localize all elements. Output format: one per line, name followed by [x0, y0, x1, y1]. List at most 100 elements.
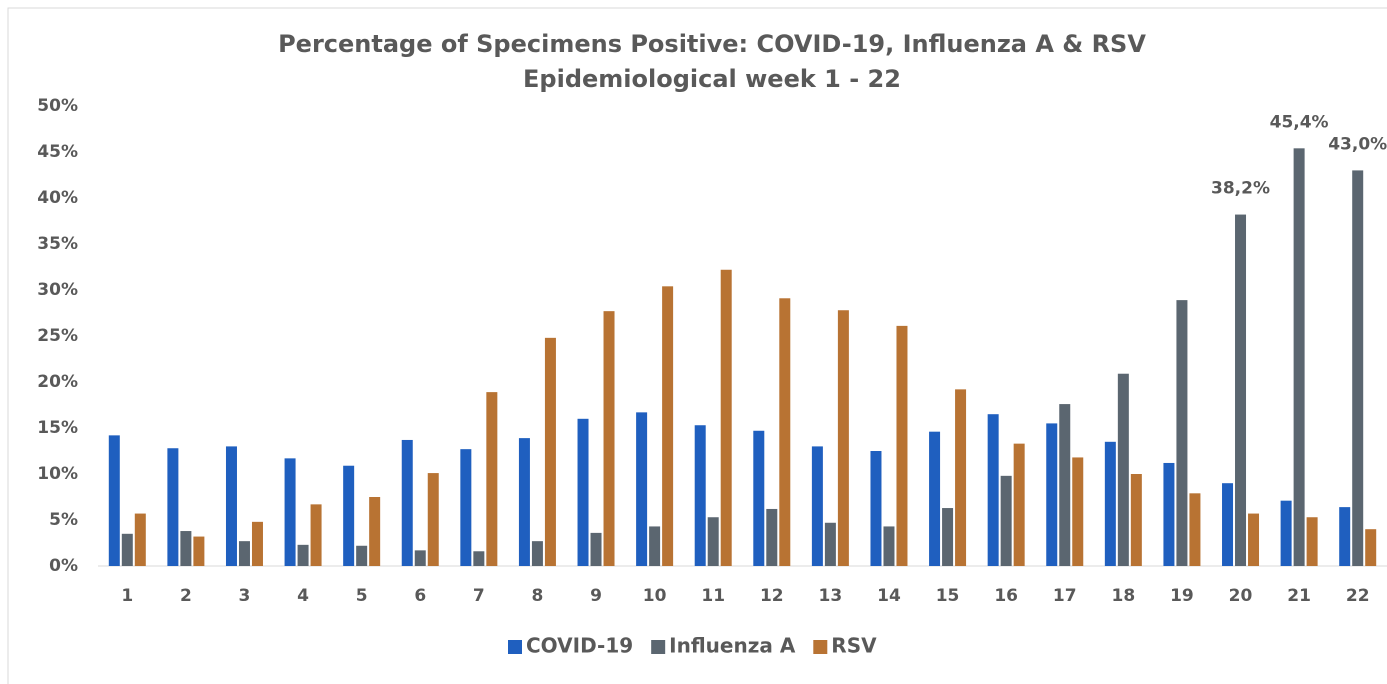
bar — [486, 392, 498, 566]
bar — [1293, 148, 1305, 566]
y-tick-label: 5% — [49, 510, 78, 530]
bar — [636, 412, 648, 566]
bar — [870, 451, 882, 566]
bar — [167, 448, 179, 566]
bar — [1222, 483, 1234, 566]
bar — [753, 430, 765, 566]
x-tick-label: 14 — [877, 586, 901, 606]
bar — [1339, 507, 1351, 566]
bar — [1163, 462, 1175, 566]
bar — [193, 536, 205, 566]
bar — [134, 513, 146, 566]
bar — [460, 449, 472, 566]
bar — [1176, 300, 1188, 566]
bar — [1189, 493, 1201, 566]
bar — [896, 325, 908, 566]
bar — [987, 414, 999, 566]
bar — [180, 531, 192, 566]
bar — [1235, 214, 1247, 566]
chart-frame — [7, 7, 1387, 684]
x-tick-label: 5 — [356, 586, 368, 606]
x-tick-label: 6 — [414, 586, 426, 606]
bar — [284, 458, 296, 566]
y-tick-label: 45% — [37, 142, 78, 162]
chart-title: Percentage of Specimens Positive: COVID-… — [278, 30, 1146, 58]
legend-label: COVID-19 — [526, 634, 633, 658]
x-tick-label: 9 — [590, 586, 602, 606]
y-tick-label: 40% — [37, 188, 78, 208]
legend-label: RSV — [831, 634, 877, 658]
y-tick-label: 25% — [37, 326, 78, 346]
bar — [1130, 474, 1142, 566]
bar — [1365, 529, 1377, 566]
bar — [720, 269, 732, 566]
bar — [824, 522, 836, 566]
y-tick-label: 20% — [37, 372, 78, 392]
data-label: 43,0% — [1328, 134, 1387, 154]
bar — [811, 446, 823, 566]
x-tick-label: 10 — [643, 586, 667, 606]
x-tick-label: 18 — [1112, 586, 1136, 606]
x-tick-label: 11 — [701, 586, 725, 606]
bar — [1352, 170, 1364, 566]
x-tick-label: 15 — [936, 586, 960, 606]
bar — [518, 438, 530, 566]
y-tick-label: 15% — [37, 418, 78, 438]
bar — [1117, 373, 1129, 566]
bar — [531, 541, 543, 566]
bar — [1000, 475, 1012, 566]
bar — [1104, 441, 1116, 566]
bar — [473, 551, 485, 566]
bar — [238, 541, 250, 566]
bar — [1013, 443, 1025, 566]
bar — [310, 504, 322, 566]
x-tick-label: 20 — [1229, 586, 1253, 606]
data-label: 45,4% — [1270, 112, 1329, 132]
x-tick-label: 8 — [532, 586, 544, 606]
chart-subtitle: Epidemiological week 1 - 22 — [523, 65, 901, 93]
bar — [883, 526, 895, 566]
bar — [401, 439, 413, 566]
x-tick-label: 1 — [121, 586, 133, 606]
y-tick-label: 10% — [37, 464, 78, 484]
bar — [662, 286, 674, 566]
x-tick-label: 22 — [1346, 586, 1370, 606]
bar — [1059, 404, 1071, 566]
bar — [108, 435, 120, 566]
bar — [929, 431, 941, 566]
x-tick-label: 12 — [760, 586, 784, 606]
legend-label: Influenza A — [669, 634, 796, 658]
legend-swatch — [651, 640, 666, 654]
bar — [369, 497, 381, 566]
y-tick-label: 0% — [49, 556, 78, 576]
bar — [225, 446, 237, 566]
bar — [1046, 423, 1058, 566]
bar — [837, 310, 849, 566]
y-tick-label: 50% — [37, 96, 78, 116]
bar — [427, 473, 439, 566]
x-tick-label: 19 — [1170, 586, 1194, 606]
bar — [1072, 457, 1084, 566]
x-tick-label: 7 — [473, 586, 485, 606]
bar — [297, 544, 309, 566]
bar — [343, 465, 355, 566]
bar — [649, 526, 661, 566]
bar — [356, 545, 368, 566]
bar — [414, 550, 426, 566]
x-tick-label: 17 — [1053, 586, 1077, 606]
bar — [779, 298, 791, 566]
bar — [590, 532, 602, 566]
bar — [1248, 513, 1260, 566]
bar — [694, 425, 706, 566]
bar — [955, 389, 967, 566]
y-tick-label: 35% — [37, 234, 78, 254]
bar — [251, 521, 263, 566]
x-tick-label: 13 — [819, 586, 843, 606]
y-tick-label: 30% — [37, 280, 78, 300]
bar — [603, 311, 615, 566]
x-tick-label: 21 — [1287, 586, 1311, 606]
x-tick-label: 3 — [239, 586, 251, 606]
bar — [766, 508, 778, 566]
bar — [577, 418, 589, 566]
